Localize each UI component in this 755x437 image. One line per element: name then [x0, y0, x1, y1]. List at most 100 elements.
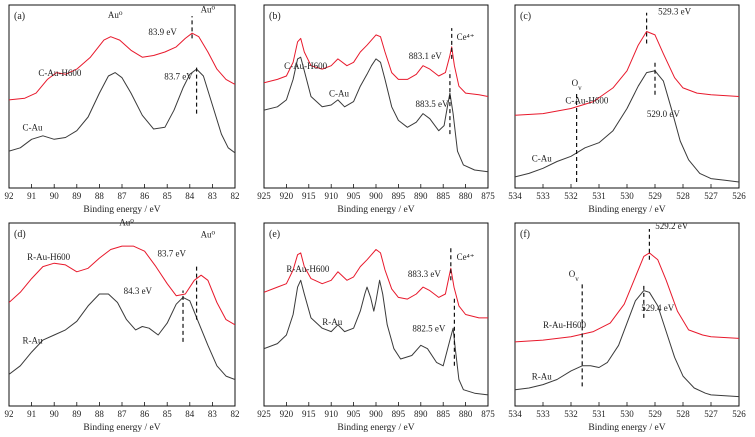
peak-annotation: 882.5 eV [412, 324, 445, 334]
x-tick-label: 925 [257, 409, 271, 419]
peak-annotation: 83.7 eV [164, 71, 193, 81]
x-tick-label: 91 [27, 191, 36, 201]
x-tick-label: 890 [414, 191, 428, 201]
x-tick-label: 84 [185, 409, 195, 419]
x-tick-label: 880 [459, 191, 473, 201]
panel-label: (c) [520, 11, 531, 22]
x-tick-label: 532 [564, 409, 578, 419]
peak-annotation: Au⁰ [201, 5, 216, 15]
x-tick-label: 534 [508, 409, 522, 419]
x-tick-label: 90 [50, 191, 60, 201]
x-tick-label: 90 [50, 409, 60, 419]
x-tick-label: 85 [163, 409, 173, 419]
peak-annotation: 529.4 eV [641, 303, 674, 313]
x-tick-label: 528 [676, 191, 690, 201]
peak-annotation: 883.1 eV [409, 51, 442, 61]
peak-annotation: Ce⁴⁺ [457, 252, 475, 262]
series-label: C-Au [23, 123, 43, 133]
series-label: R-Au-H600 [286, 264, 329, 274]
x-tick-label: 529 [648, 409, 662, 419]
panel-label: (e) [269, 229, 280, 240]
x-tick-label: 530 [620, 191, 634, 201]
x-tick-label: 82 [231, 191, 240, 201]
x-tick-label: 915 [302, 409, 316, 419]
series-label: C-Au-H600 [38, 68, 81, 78]
x-tick-label: 905 [347, 409, 361, 419]
peak-annotation: 83.7 eV [157, 248, 186, 258]
series-label: C-Au-H600 [284, 61, 327, 71]
series-label: R-Au [532, 371, 552, 381]
chart-panel-5: 925 920 915 910 905 900 895 890 885 880 875 Binding… [257, 222, 495, 433]
x-tick-label: 86 [140, 409, 150, 419]
series-line-c-au [9, 68, 235, 154]
x-tick-label: 533 [536, 409, 550, 419]
peak-annotation: Ce⁴⁺ [457, 32, 475, 42]
x-tick-label: 83 [208, 409, 218, 419]
x-tick-label: 531 [592, 191, 606, 201]
peak-annotation: Au⁰ [108, 10, 123, 20]
panel-label: (a) [14, 11, 25, 22]
series-label: R-Au [322, 317, 342, 327]
series-label: C-Au [329, 89, 349, 99]
x-axis-label: Binding energy / eV [83, 423, 160, 433]
series-line-c-au [264, 56, 488, 173]
peak-annotation: 529.0 eV [647, 109, 680, 119]
plot-frame [8, 222, 236, 407]
plot-frame [8, 4, 236, 189]
x-tick-label: 895 [392, 191, 406, 201]
x-tick-label: 895 [392, 409, 406, 419]
x-tick-label: 89 [72, 191, 82, 201]
x-tick-label: 885 [436, 409, 450, 419]
x-tick-label: 529 [648, 191, 662, 201]
x-axis-label: Binding energy / eV [588, 423, 665, 433]
x-tick-label: 83 [208, 191, 218, 201]
x-tick-label: 532 [564, 191, 578, 201]
x-tick-label: 84 [185, 191, 195, 201]
series-line-c-au-h600 [264, 34, 488, 97]
x-tick-label: 925 [257, 191, 271, 201]
series-line-r-au [9, 293, 235, 380]
x-tick-label: 900 [369, 409, 383, 419]
x-tick-label: 87 [118, 409, 128, 419]
x-tick-label: 92 [5, 409, 14, 419]
series-line-r-au [515, 290, 739, 398]
series-line-c-au [515, 70, 739, 183]
x-tick-label: 880 [459, 409, 473, 419]
x-tick-label: 885 [436, 191, 450, 201]
x-tick-label: 875 [481, 409, 495, 419]
x-tick-label: 920 [280, 191, 294, 201]
x-tick-label: 89 [72, 409, 82, 419]
plot-frame [263, 4, 489, 189]
x-tick-label: 91 [27, 409, 36, 419]
x-tick-label: 526 [732, 409, 746, 419]
peak-annotation: 83.9 eV [148, 27, 177, 37]
chart-panel-4: 92 91 90 89 88 87 86 85 84 83 82 Binding energy / e… [5, 218, 240, 433]
x-axis-label: Binding energy / eV [337, 423, 414, 433]
x-tick-label: 528 [676, 409, 690, 419]
series-label: R-Au [23, 336, 43, 346]
x-tick-label: 920 [280, 409, 294, 419]
x-tick-label: 88 [95, 191, 105, 201]
x-tick-label: 526 [732, 191, 746, 201]
panel-label: (b) [269, 11, 281, 22]
chart-panel-6: 534 533 532 531 530 529 528 527 526 Binding energ… [508, 221, 746, 433]
peak-annotation: 529.3 eV [658, 6, 691, 16]
series-line-c-au-h600 [9, 32, 235, 101]
x-tick-label: 534 [508, 191, 522, 201]
series-line-c-au-h600 [515, 31, 739, 116]
chart-panel-1: 92 91 90 89 88 87 86 85 84 83 82 Binding energy / e… [5, 4, 240, 215]
series-label: R-Au-H600 [543, 320, 586, 330]
x-axis-label: Binding energy / eV [337, 205, 414, 215]
x-tick-label: 92 [5, 191, 14, 201]
peak-annotation: 529.2 eV [655, 221, 688, 231]
series-line-r-au-h600 [9, 245, 235, 326]
x-tick-label: 533 [536, 191, 550, 201]
series-line-r-au-h600 [264, 249, 488, 319]
peak-annotation: 84.3 eV [124, 286, 153, 296]
peak-annotation: Ov [569, 269, 580, 283]
x-tick-label: 890 [414, 409, 428, 419]
series-label: C-Au [532, 153, 552, 163]
x-tick-label: 905 [347, 191, 361, 201]
x-tick-label: 900 [369, 191, 383, 201]
